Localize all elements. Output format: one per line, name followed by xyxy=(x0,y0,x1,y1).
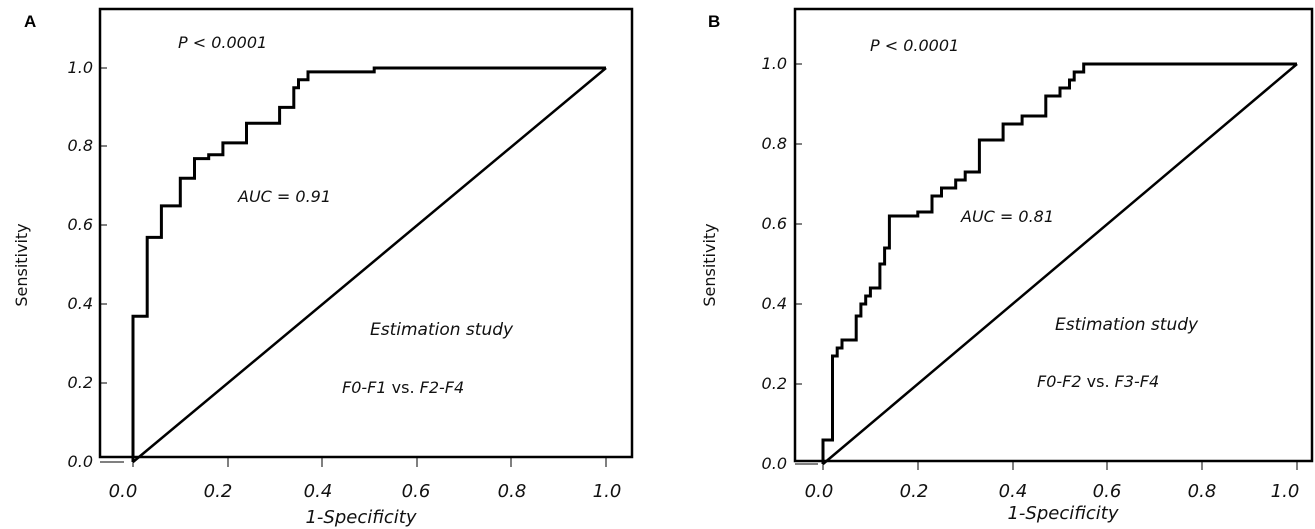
panel-b-y-tick-label-1: 0.2 xyxy=(762,374,787,393)
panel-a-x-tick-label-3: 0.6 xyxy=(402,481,431,502)
panel-b-reference-line xyxy=(822,63,1298,465)
panel-a-y-tick-label-0: 0.0 xyxy=(68,452,93,471)
panel-a-label: A xyxy=(24,12,36,31)
panel-a-auc: AUC = 0.91 xyxy=(237,187,331,206)
panel-a-reference-line xyxy=(132,67,607,463)
panel-b-x-tick-label-1: 0.2 xyxy=(900,481,929,502)
panel-a-y-tick-labels: 0.0 0.2 0.4 0.6 0.8 1.0 xyxy=(68,58,93,471)
panel-a-x-tick-label-0: 0.0 xyxy=(109,481,138,502)
panel-a-comparison-vs: vs. xyxy=(392,378,415,397)
panel-b-x-tick-label-3: 0.6 xyxy=(1093,481,1122,502)
panel-a-y-tick-label-5: 1.0 xyxy=(68,58,93,77)
panel-a-comparison-right: F2-F4 xyxy=(420,378,465,397)
panel-b-comparison: F0-F2 vs. F3-F4 xyxy=(1037,372,1159,391)
panel-b-frame xyxy=(793,7,1314,463)
panel-b-roc-curve xyxy=(821,62,1297,464)
panel-b-y-tick-label-5: 1.0 xyxy=(762,54,787,73)
panel-a-y-tick-label-1: 0.2 xyxy=(68,373,93,392)
panel-a-p-value: P < 0.0001 xyxy=(178,33,267,52)
panel-a-x-tick-label-1: 0.2 xyxy=(204,481,233,502)
panel-b-x-tick-label-2: 0.4 xyxy=(999,481,1028,502)
panel-b-y-tick-label-3: 0.6 xyxy=(762,214,787,233)
panel-a-x-tick-labels: 0.0 0.2 0.4 0.6 0.8 1.0 xyxy=(109,481,622,502)
panel-b-x-tick-label-5: 1.0 xyxy=(1271,481,1300,502)
panel-a-roc-curve xyxy=(131,66,606,462)
panel-b-comparison-vs: vs. xyxy=(1087,372,1110,391)
panel-b-y-tick-label-2: 0.4 xyxy=(762,294,787,313)
panel-a-x-tick-label-5: 1.0 xyxy=(593,481,622,502)
panel-b-comparison-right: F3-F4 xyxy=(1115,372,1160,391)
panel-b-x-tick-labels: 0.0 0.2 0.4 0.6 0.8 1.0 xyxy=(805,481,1300,502)
panel-b-p-value: P < 0.0001 xyxy=(870,36,959,55)
panel-b-label: B xyxy=(708,12,720,31)
panel-b-y-tick-label-4: 0.8 xyxy=(762,134,787,153)
panel-b-x-tick-label-0: 0.0 xyxy=(805,481,834,502)
panel-b-y-axis-label: Sensitivity xyxy=(700,223,719,306)
panel-a-y-ticks xyxy=(100,67,124,463)
panel-a-y-tick-label-3: 0.6 xyxy=(68,215,93,234)
panel-b: B 0.0 0.2 0.4 0.6 0.8 1.0 xyxy=(700,7,1314,524)
panel-a-comparison-left: F0-F1 xyxy=(342,378,387,397)
panel-b-y-tick-label-0: 0.0 xyxy=(762,454,787,473)
panel-b-x-axis-label: 1-Specificity xyxy=(1007,503,1118,524)
panel-a-x-axis-label: 1-Specificity xyxy=(305,507,416,528)
panel-b-comparison-left: F0-F2 xyxy=(1037,372,1082,391)
panel-a-x-tick-label-4: 0.8 xyxy=(498,481,527,502)
panel-a-y-tick-label-4: 0.8 xyxy=(68,136,93,155)
panel-a-y-tick-label-2: 0.4 xyxy=(68,294,93,313)
panel-b-y-tick-labels: 0.0 0.2 0.4 0.6 0.8 1.0 xyxy=(762,54,787,473)
panel-a-comparison: F0-F1 vs. F2-F4 xyxy=(342,378,464,397)
panel-a-frame xyxy=(98,7,634,459)
panel-a-study-label: Estimation study xyxy=(370,320,514,340)
panel-b-x-tick-label-4: 0.8 xyxy=(1188,481,1217,502)
panel-a-x-ticks xyxy=(132,457,607,467)
panel-b-auc: AUC = 0.81 xyxy=(960,207,1054,226)
panel-b-y-ticks xyxy=(795,63,818,465)
panel-a-x-tick-label-2: 0.4 xyxy=(304,481,333,502)
panel-a: A 0.0 0.2 0.4 0.6 0.8 1.0 xyxy=(12,7,634,528)
panel-b-x-ticks xyxy=(822,461,1298,470)
panel-a-y-axis-label: Sensitivity xyxy=(12,223,31,306)
panel-b-study-label: Estimation study xyxy=(1055,315,1199,335)
